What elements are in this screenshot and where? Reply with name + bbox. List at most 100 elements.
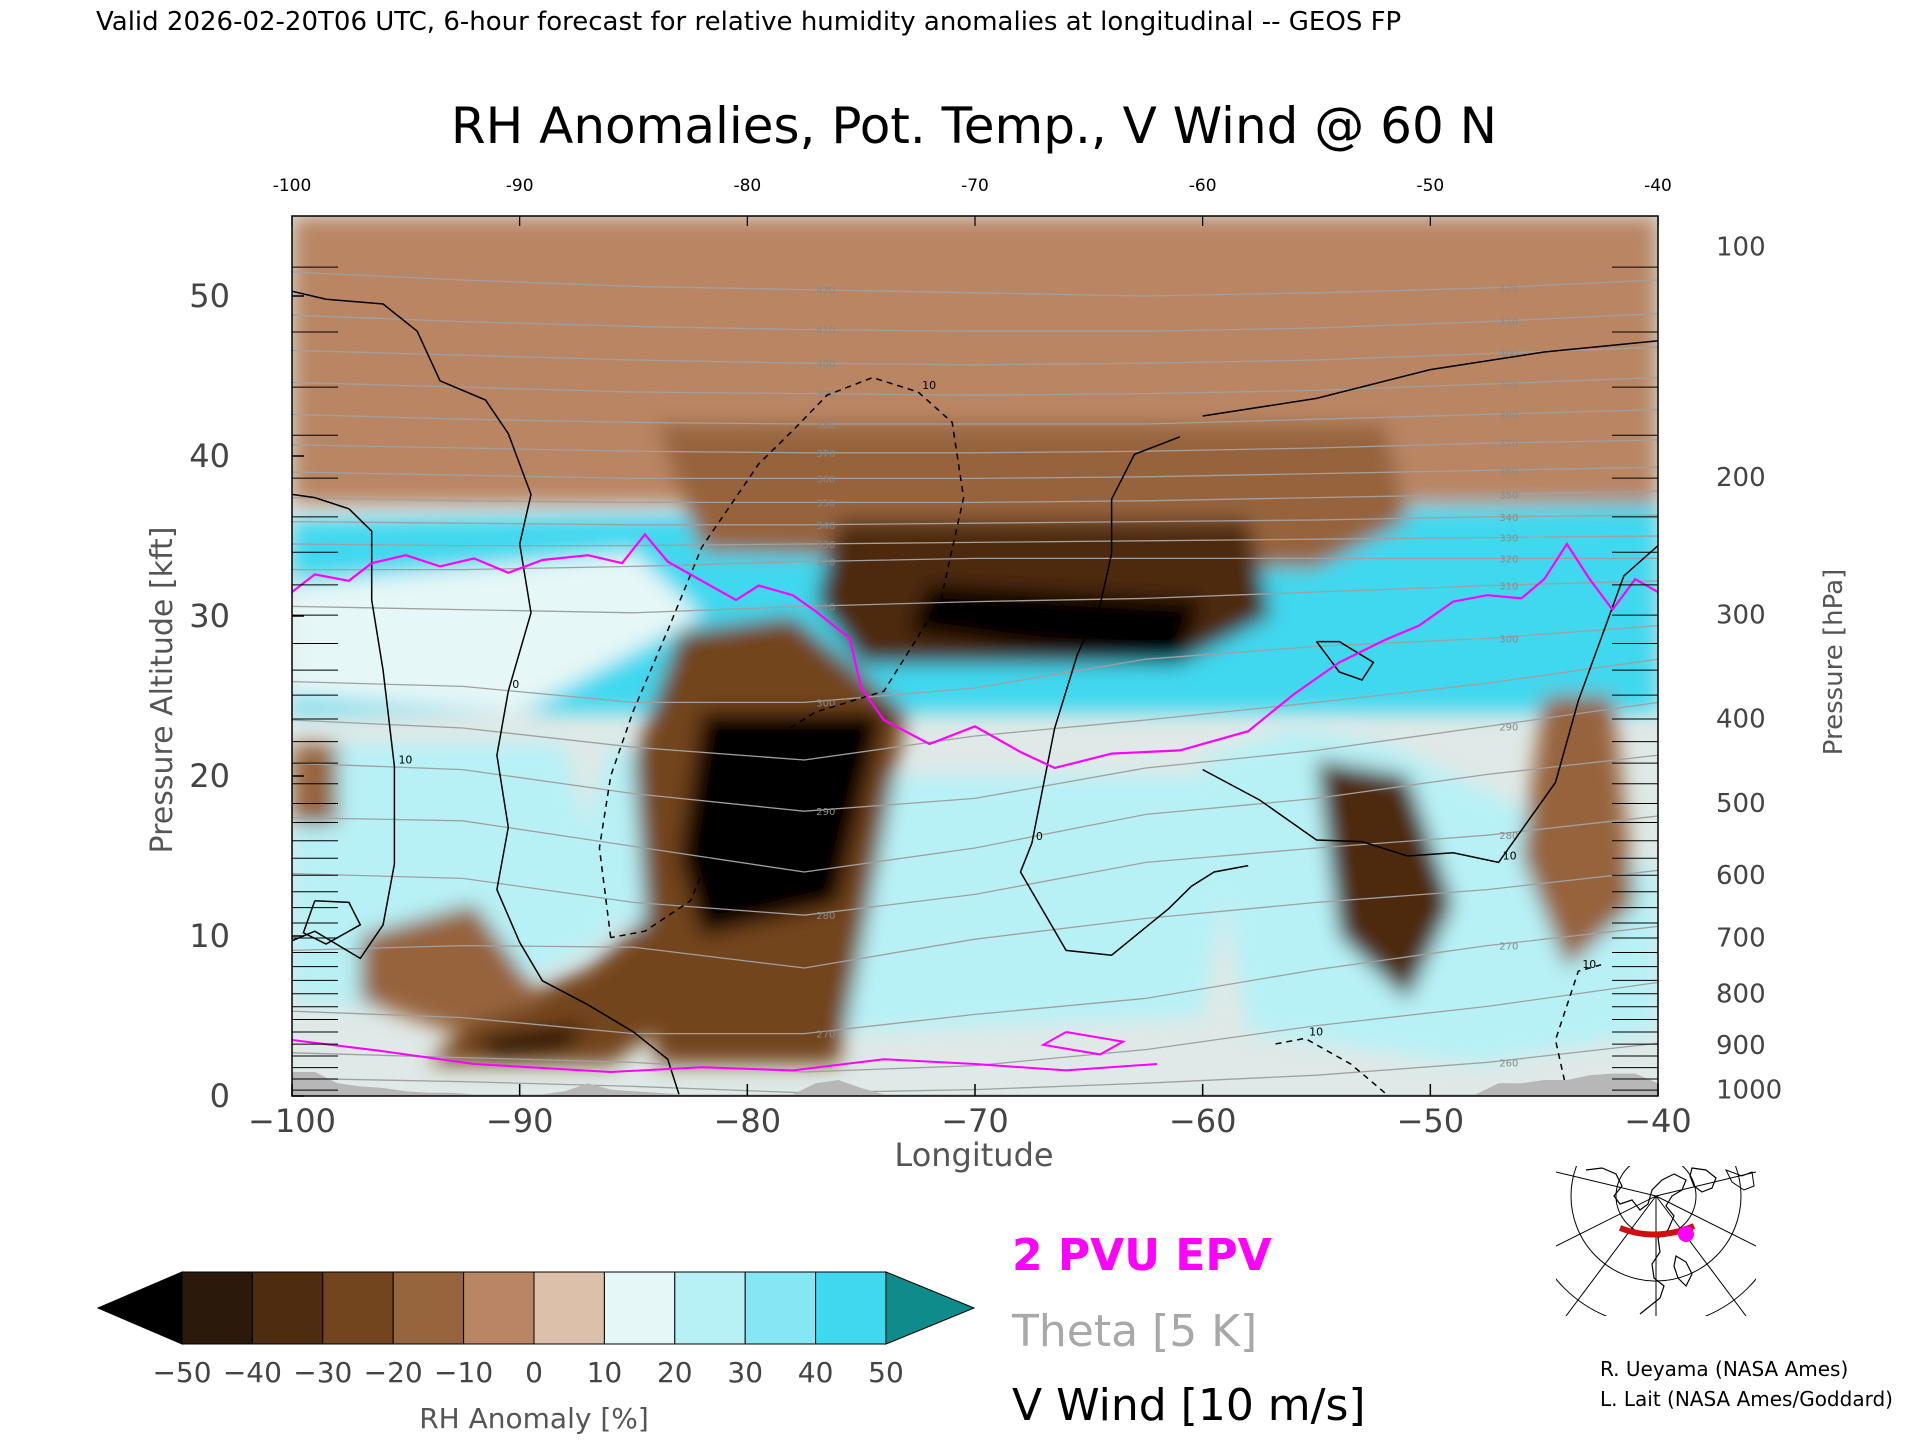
x-tick-label: −50 — [1397, 1102, 1465, 1140]
theta-contour-label: 270 — [1499, 942, 1518, 953]
theta-contour-label: 280 — [816, 911, 835, 922]
theta-contour-label: 400 — [1499, 350, 1518, 361]
theta-contour-label: 330 — [816, 540, 835, 551]
plot-area: 420 420 410 410 400 400 390 390 380 380 370 370 360 3… — [292, 216, 1658, 1096]
rh-anomaly-region — [360, 904, 543, 1032]
colorbar-segment — [815, 1271, 887, 1345]
map-coastline — [1673, 1255, 1693, 1288]
theta-contour-label: 300 — [1499, 634, 1518, 645]
x-top-tick-label: -40 — [1644, 176, 1672, 196]
v-wind-contour-label: 10 — [922, 379, 936, 392]
colorbar-tick-label: 10 — [587, 1356, 623, 1389]
theta-contour — [292, 869, 1658, 969]
theta-contour-label: 320 — [816, 558, 835, 569]
x-tick-label: −100 — [248, 1102, 336, 1140]
theta-contour-label: 270 — [816, 1030, 835, 1041]
v-wind-contour-label: 10 — [1503, 849, 1517, 862]
colorbar-segment — [251, 1271, 324, 1345]
legend: 2 PVU EPV Theta [5 K] V Wind [10 m/s] — [1011, 1230, 1366, 1431]
theta-contour-label: 360 — [816, 474, 835, 485]
colorbar-segment — [744, 1271, 817, 1345]
colorbar-segment — [674, 1271, 746, 1345]
colorbar-tick-label: −30 — [293, 1356, 352, 1389]
y-tick-label: 50 — [189, 277, 230, 315]
pressure-tick-label: 600 — [1716, 861, 1766, 891]
colorbar-tick-label: 0 — [525, 1356, 543, 1389]
colorbar-label: RH Anomaly [%] — [419, 1402, 649, 1435]
v-wind-contour-label: 10 — [1582, 958, 1596, 971]
rh-anomaly-region — [292, 552, 702, 712]
theta-contour-label: 410 — [816, 326, 835, 337]
terrain-fill — [292, 1072, 1658, 1096]
y-tick-label: 10 — [189, 917, 230, 955]
map-coastline — [1724, 1169, 1755, 1191]
rh-anomaly-region — [474, 1024, 588, 1056]
terrain — [292, 1072, 1658, 1096]
theta-contour-label: 400 — [816, 359, 835, 370]
y-tick-label: 40 — [189, 437, 230, 475]
colorbar-segment — [603, 1271, 676, 1345]
x-top-tick-label: -80 — [733, 176, 761, 196]
theta-contour — [292, 580, 1658, 614]
theta-contour — [292, 490, 1658, 504]
v-wind-contour — [302, 900, 362, 945]
colorbar-segment — [181, 1271, 253, 1345]
colorbar-tick-label: −40 — [223, 1356, 282, 1389]
theta-contour-label: 350 — [1499, 490, 1518, 501]
pressure-tick-label: 500 — [1716, 789, 1766, 819]
colorbar-under-arrow — [96, 1271, 183, 1345]
x-top-tick-label: -90 — [506, 176, 534, 196]
pressure-tick-label: 1000 — [1716, 1076, 1782, 1106]
v-wind-contour — [292, 290, 680, 1095]
x-axis-label: Longitude — [894, 1136, 1053, 1174]
locator-map-inset — [1556, 1166, 1756, 1316]
x-tick-label: −80 — [714, 1102, 782, 1140]
v-wind-contours: 0 0 10 10 10 10 10 — [292, 290, 1658, 1095]
theta-contour-label: 340 — [816, 521, 835, 532]
map-coastline — [1585, 1167, 1687, 1315]
map-coastline — [1689, 1167, 1717, 1193]
pressure-tick-label: 300 — [1716, 600, 1766, 630]
colorbar: −50 −40 −30 −20 −10 0 10 20 30 40 50 — [96, 1271, 976, 1389]
colorbar-tick-label: 20 — [657, 1356, 693, 1389]
theta-contour-label: 300 — [816, 698, 835, 709]
theta-contour — [292, 754, 1658, 873]
v-wind-contour-label: 10 — [1309, 1025, 1323, 1038]
theta-contour — [292, 658, 1658, 761]
theta-contour-label: 280 — [1499, 831, 1518, 842]
x-tick-label: −60 — [1169, 1102, 1237, 1140]
theta-contour — [292, 439, 1658, 454]
cross-section-marker — [1678, 1226, 1694, 1242]
y-tick-label: 0 — [210, 1077, 230, 1115]
v-wind-contour-label: 0 — [1036, 830, 1043, 843]
theta-contour-label: 290 — [816, 807, 835, 818]
theta-contour — [292, 624, 1658, 704]
x-axis-top: -100 -90 -80 -70 -60 -50 -40 — [273, 176, 1672, 226]
theta-contour-label: 260 — [1499, 1058, 1518, 1069]
rh-anomaly-region — [1316, 760, 1454, 1000]
x-top-tick-label: -70 — [961, 176, 989, 196]
pressure-tick-label: 800 — [1716, 980, 1766, 1010]
rh-anomaly-region — [679, 712, 884, 936]
theta-contour-label: 290 — [1499, 722, 1518, 733]
rh-anomaly-region — [428, 872, 748, 1064]
theta-contour-label: 420 — [1499, 284, 1518, 295]
epv-2pvu-line — [292, 532, 1658, 770]
colorbar-tick-label: 40 — [798, 1356, 834, 1389]
colorbar-segment — [392, 1271, 465, 1345]
theta-contour — [292, 312, 1658, 332]
v-wind-contour-label: 0 — [512, 678, 519, 691]
v-wind-contour-negative — [1270, 1037, 1386, 1094]
y-tick-label: 30 — [189, 597, 230, 635]
colorbar-segment — [463, 1271, 535, 1345]
chart-title: RH Anomalies, Pot. Temp., V Wind @ 60 N — [451, 97, 1497, 155]
epv-2pvu-contour — [292, 532, 1658, 1074]
y-axis-label-right: Pressure [hPa] — [1819, 569, 1849, 756]
v-wind-contour — [1202, 340, 1658, 417]
theta-contour-label: 360 — [1499, 466, 1518, 477]
x-tick-label: −70 — [941, 1102, 1009, 1140]
theta-contour-label: 390 — [816, 390, 835, 401]
theta-contours: 420 420 410 410 400 400 390 390 380 380 370 370 360 3… — [292, 271, 1658, 1096]
